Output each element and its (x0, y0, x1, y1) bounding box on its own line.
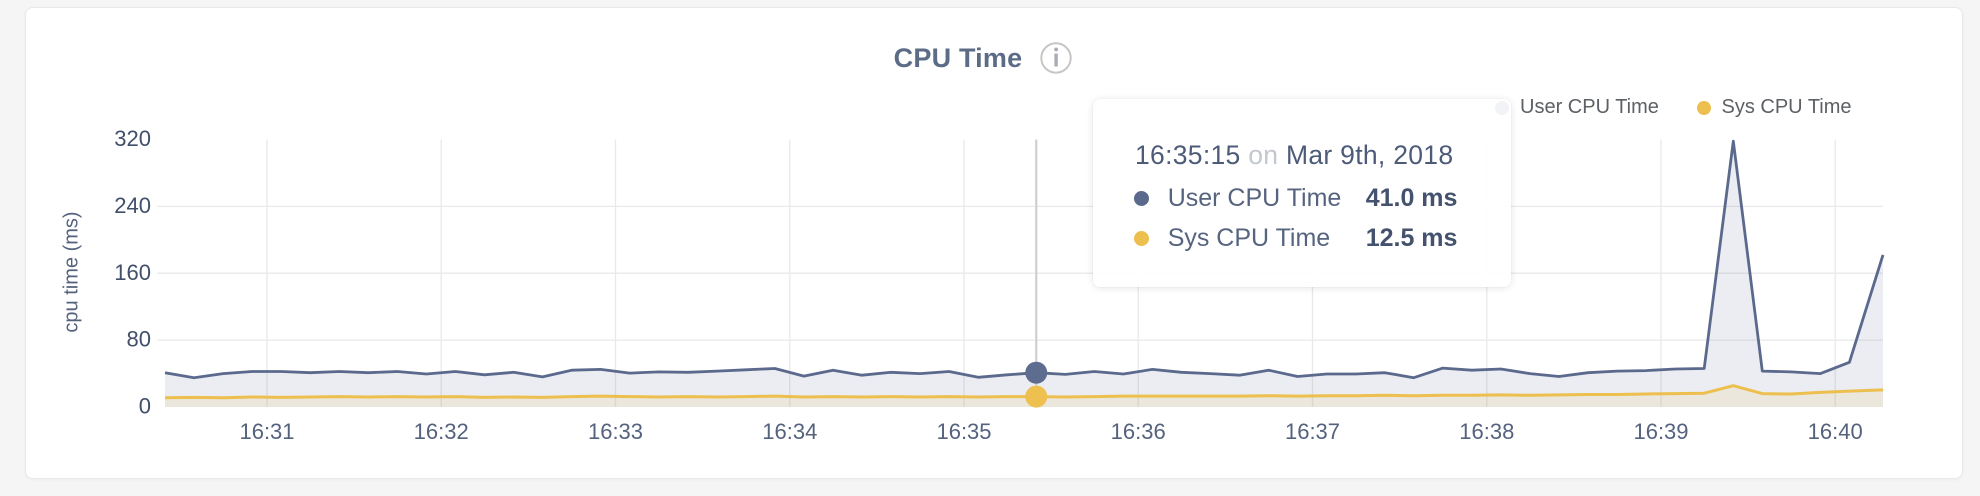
svg-text:16:39: 16:39 (1633, 419, 1688, 444)
svg-text:16:32: 16:32 (414, 419, 469, 444)
svg-text:240: 240 (114, 193, 151, 218)
svg-text:0: 0 (139, 394, 151, 419)
svg-text:16:35: 16:35 (936, 419, 991, 444)
svg-text:16:31: 16:31 (239, 419, 294, 444)
svg-text:160: 160 (114, 260, 151, 285)
svg-text:16:37: 16:37 (1285, 419, 1340, 444)
svg-text:16:33: 16:33 (588, 419, 643, 444)
svg-text:16:36: 16:36 (1111, 419, 1166, 444)
svg-text:16:38: 16:38 (1459, 419, 1514, 444)
svg-text:16:34: 16:34 (762, 419, 817, 444)
svg-text:320: 320 (114, 126, 151, 151)
svg-text:80: 80 (127, 327, 151, 352)
svg-text:16:40: 16:40 (1808, 419, 1863, 444)
